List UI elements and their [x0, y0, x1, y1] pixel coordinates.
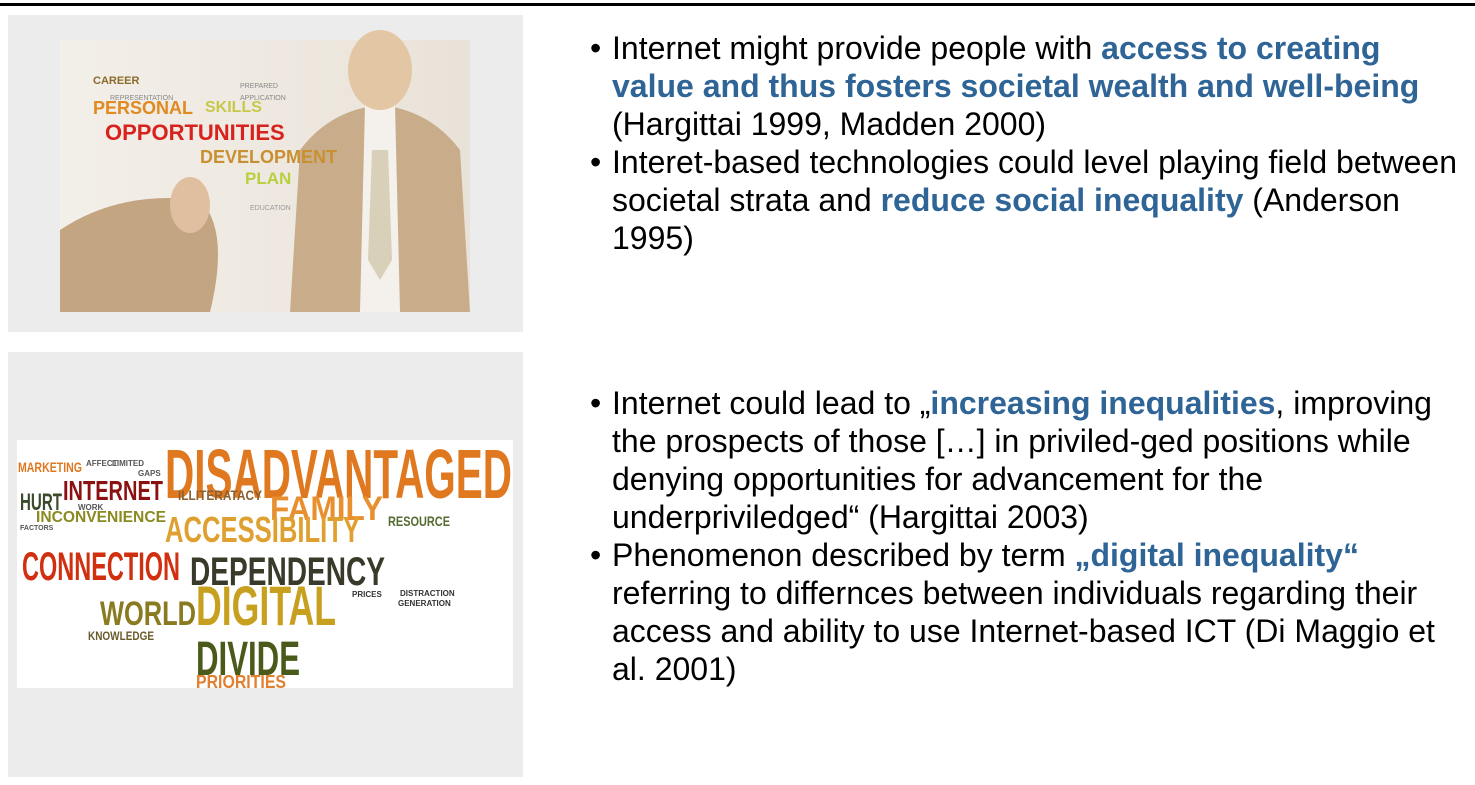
bullet: Internet could lead to „increasing inequ… [612, 384, 1462, 536]
text-run: Phenomenon described by term [612, 537, 1074, 573]
cloud-word: LIMITED [112, 459, 144, 468]
cloud-word: CAREER [93, 75, 140, 87]
text-run: (Hargittai 1999, Madden 2000) [612, 106, 1046, 142]
cloud-word: PRICES [352, 590, 382, 599]
cloud-word: PLAN [245, 169, 291, 188]
slide: CAREERPERSONALSKILLSOPPORTUNITIESDEVELOP… [0, 0, 1475, 785]
emphasis: increasing inequalities [930, 385, 1275, 421]
cloud-word: DIGITAL [196, 574, 336, 637]
cloud-word: RESOURCE [388, 513, 450, 529]
text-run: Internet might provide people with [612, 30, 1101, 66]
cloud-word: REPRESENTATION [110, 95, 173, 102]
cloud-word: PREPARED [240, 83, 278, 90]
bullet-group: Internet could lead to „increasing inequ… [612, 384, 1462, 688]
bullet: Interet-based technologies could level p… [612, 143, 1462, 257]
cloud-word: APPLICATION [240, 95, 286, 102]
cloud-word: DISTRACTION [400, 589, 455, 598]
emphasis: „digital inequality“ [1074, 537, 1358, 573]
cloud-word: OPPORTUNITIES [105, 120, 285, 145]
cloud-word: GENERATION [398, 599, 451, 608]
cloud-word: WORLD [100, 595, 196, 633]
bullet: Internet might provide people with acces… [612, 29, 1462, 143]
bullet: Phenomenon described by term „digital in… [612, 536, 1462, 688]
cloud-word: ACCESSIBILITY [165, 509, 360, 550]
cloud-word: CONNECTION [22, 545, 180, 589]
cloud-word: KNOWLEDGE [88, 629, 154, 643]
cloud-word: WORK [78, 503, 104, 512]
cloud-word: FACTORS [20, 525, 54, 532]
emphasis: reduce social inequality [881, 182, 1244, 218]
cloud-word: MARKETING [18, 459, 82, 475]
cloud-word: ILLITERATACY [178, 487, 263, 503]
cloud-word: PRIORITIES [196, 672, 286, 692]
text-run: Internet could lead to „ [612, 385, 930, 421]
cloud-word: INTERNET [63, 475, 163, 506]
cloud-word: DEVELOPMENT [200, 147, 337, 167]
text-run: referring to differnces between individu… [612, 575, 1435, 687]
cloud-word: EDUCATION [250, 205, 291, 212]
bullet-group: Internet might provide people with acces… [612, 29, 1462, 257]
